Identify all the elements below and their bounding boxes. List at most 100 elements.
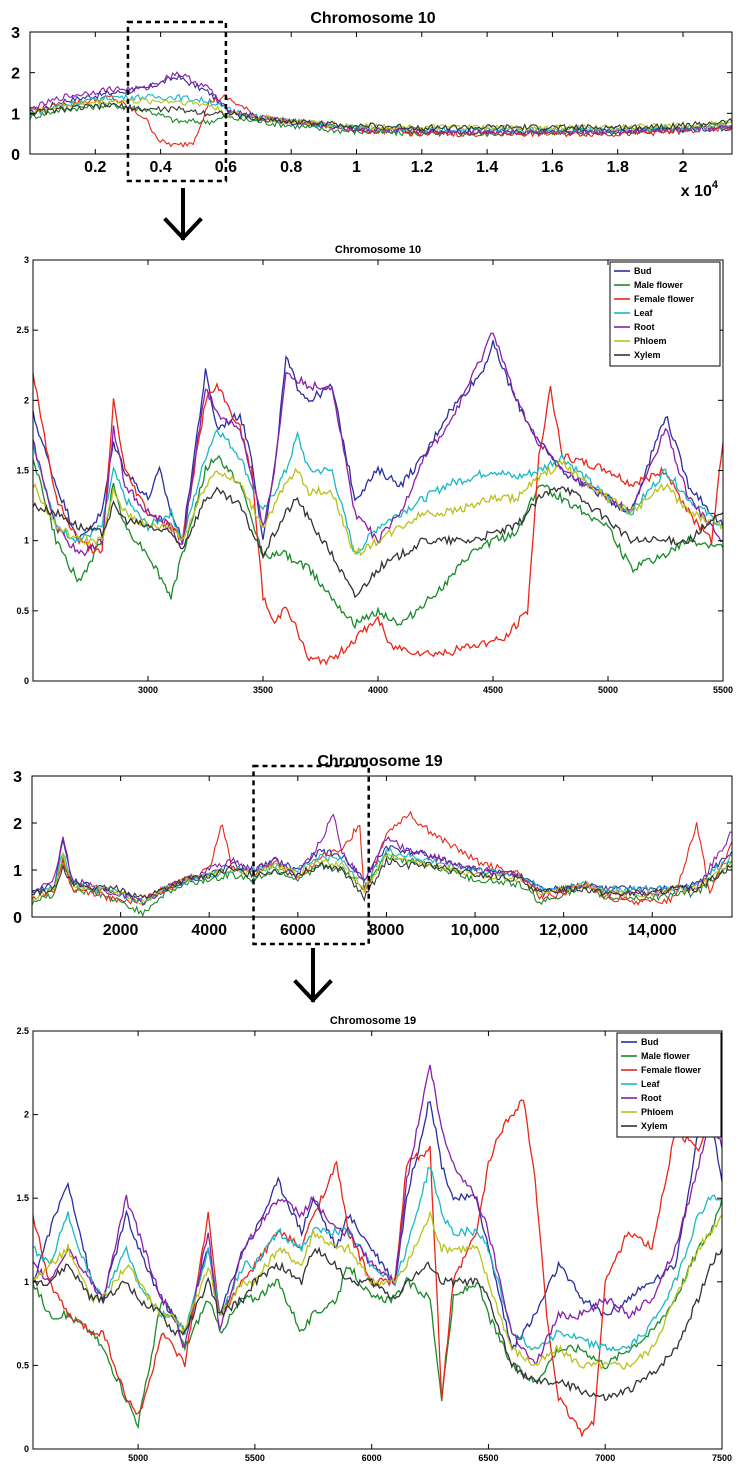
legend-label: Leaf: [641, 1079, 661, 1089]
x-tick-label: 14,000: [628, 922, 677, 939]
x-tick-label: 3500: [253, 685, 273, 695]
series-line-bud: [32, 1101, 723, 1351]
legend: Bud Male flower Female flower Leaf Root Phloe…: [609, 261, 721, 367]
chart-title: Chromosome 19: [330, 1015, 416, 1027]
chr19-overview-chart: Chromosome 19 2000 4000 6000 8000 10,000 12,0…: [13, 753, 733, 946]
x-tick-label: 6500: [478, 1453, 498, 1463]
axis-ticks: 5000 5500 6000 6500 7000 7500 0 0.5 1 1.5 2 2.5: [16, 1026, 732, 1463]
series-line-male-flower: [31, 851, 733, 918]
chr10-zoom-chart: Chromosome 10 3000 3500 4000 4500 5000 5500 0 0…: [16, 244, 733, 695]
y-tick-label: 0: [24, 1444, 29, 1454]
y-tick-label: 0.5: [16, 606, 29, 616]
series-line-phloem: [31, 852, 733, 905]
series-lines: [29, 71, 733, 148]
y-tick-label: 1.5: [16, 466, 29, 476]
y-tick-label: 0: [11, 147, 20, 164]
legend-label: Root: [634, 322, 655, 332]
x-tick-label: 2: [679, 159, 688, 176]
series-line-female-flower: [32, 373, 724, 666]
legend-label: Male flower: [634, 280, 684, 290]
chart-title: Chromosome 10: [335, 244, 421, 256]
y-tick-label: 2: [24, 1110, 29, 1120]
legend-label: Female flower: [634, 294, 695, 304]
legend-label: Xylem: [641, 1121, 668, 1131]
series-line-leaf: [32, 1166, 723, 1352]
series-line-xylem: [32, 486, 724, 599]
arrow-down-icon: [163, 188, 203, 241]
x-tick-label: 5500: [245, 1453, 265, 1463]
legend-label: Bud: [634, 266, 652, 276]
axis-ticks: 2000 4000 6000 8000 10,000 12,000 14,000 0 1 2 3: [13, 769, 732, 939]
legend-label: Female flower: [641, 1065, 702, 1075]
x-tick-label: 10,000: [451, 922, 500, 939]
y-tick-label: 1: [11, 106, 20, 123]
x-tick-label: 4000: [191, 922, 227, 939]
legend-box: [616, 1032, 722, 1138]
y-tick-label: 1: [13, 863, 22, 880]
series-line-male-flower: [32, 1198, 723, 1430]
y-tick-label: 2: [11, 66, 20, 83]
y-tick-label: 2.5: [16, 1026, 29, 1036]
x-tick-label: 12,000: [539, 922, 588, 939]
y-tick-label: 0: [24, 676, 29, 686]
y-tick-label: 0: [13, 910, 22, 927]
chart-title: Chromosome 10: [310, 10, 435, 27]
series-line-root: [32, 332, 724, 557]
y-tick-label: 1: [24, 1277, 29, 1287]
plot-frame: [32, 1030, 723, 1450]
series-line-phloem: [32, 1209, 723, 1371]
series-line-root: [32, 1064, 723, 1365]
series-line-root: [31, 813, 733, 907]
legend-label: Male flower: [641, 1051, 691, 1061]
series-line-xylem: [32, 1246, 723, 1402]
legend-label: Leaf: [634, 308, 654, 318]
legend-label: Xylem: [634, 350, 661, 360]
series-line-male-flower: [32, 454, 724, 630]
x-tick-label: 5500: [713, 685, 733, 695]
zoom-region-box: [252, 764, 370, 946]
zoom-region-box: [126, 20, 228, 183]
legend-label: Phloem: [641, 1107, 674, 1117]
chr10-overview-chart: Chromosome 10 0.2 0.4 0.6 0.8 1 1.2 1.4 1.6 1.8 2…: [11, 10, 733, 200]
series-line-root: [29, 71, 733, 136]
series-lines: [32, 332, 724, 666]
y-tick-label: 0.5: [16, 1360, 29, 1370]
x-tick-label: 5000: [128, 1453, 148, 1463]
y-tick-label: 3: [24, 255, 29, 265]
chr19-zoom-chart: Chromosome 19 5000 5500 6000 6500 7000 7500 0 0…: [16, 1015, 732, 1463]
x-tick-label: 1.8: [607, 159, 629, 176]
x-tick-label: 6000: [280, 922, 316, 939]
x-tick-label: 6000: [362, 1453, 382, 1463]
x-tick-label: 7000: [595, 1453, 615, 1463]
x-tick-label: 4500: [483, 685, 503, 695]
series-line-leaf: [32, 428, 724, 555]
axis-ticks: 3000 3500 4000 4500 5000 5500 0 0.5 1 1.5 2 2.5 3: [16, 255, 733, 695]
x-tick-label: 0.2: [84, 159, 106, 176]
x-tick-label: 1.4: [476, 159, 498, 176]
legend-label: Root: [641, 1093, 662, 1103]
x-tick-label: 1.6: [541, 159, 563, 176]
series-lines: [31, 810, 733, 918]
x-multiplier-label: x 104: [681, 179, 719, 200]
legend-label: Phloem: [634, 336, 667, 346]
x-tick-label: 0.8: [280, 159, 302, 176]
series-line-female-flower: [29, 94, 733, 148]
arrow-down-icon: [293, 948, 333, 1003]
x-tick-label: 4000: [368, 685, 388, 695]
x-tick-label: 1: [352, 159, 361, 176]
plot-frame: [31, 775, 733, 918]
x-tick-label: 3000: [138, 685, 158, 695]
series-line-bud: [32, 340, 724, 545]
y-tick-label: 2: [24, 395, 29, 405]
x-tick-label: 2000: [103, 922, 139, 939]
x-tick-label: 0.4: [149, 159, 171, 176]
y-tick-label: 3: [13, 769, 22, 786]
y-tick-label: 2: [13, 816, 22, 833]
legend: Bud Male flower Female flower Leaf Root Phloe…: [616, 1032, 722, 1138]
y-tick-label: 3: [11, 25, 20, 42]
plot-frame: [29, 31, 733, 155]
series-line-xylem: [31, 855, 733, 903]
series-line-male-flower: [29, 101, 733, 138]
series-line-bud: [31, 839, 733, 906]
